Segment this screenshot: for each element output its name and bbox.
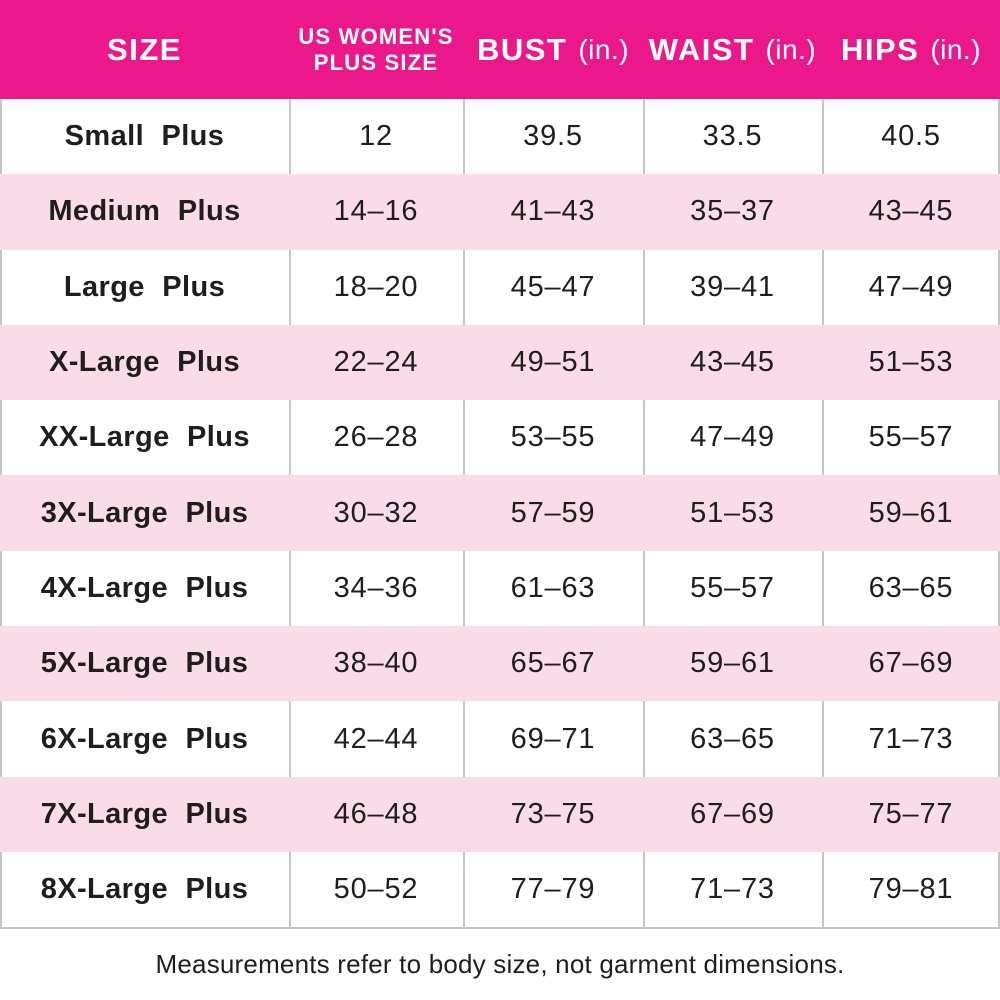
size-cell: 7X-Large Plus: [40, 797, 249, 830]
waist-cell: 33.5: [643, 99, 822, 174]
header-size: SIZE: [0, 32, 289, 68]
waist-cell: 47–49: [643, 400, 822, 475]
header-waist-unit: (in.): [765, 33, 817, 65]
waist-cell: 67–69: [690, 797, 775, 830]
bust-cell: 45–47: [463, 250, 643, 325]
header-hips-unit: (in.): [930, 33, 982, 65]
plus-size-cell: 26–28: [289, 400, 463, 475]
size-cell: 3X-Large Plus: [40, 496, 249, 529]
hips-cell: 55–57: [822, 400, 1000, 475]
plus-size-cell: 42–44: [289, 701, 463, 776]
waist-cell: 39–41: [643, 250, 822, 325]
hips-cell: 51–53: [868, 346, 954, 379]
hips-cell: 67–69: [868, 647, 954, 680]
header-plus-line1: US WOMEN'S: [298, 23, 454, 49]
plus-size-cell: 50–52: [289, 852, 463, 927]
size-cell: Medium Plus: [48, 195, 241, 228]
size-cell: Small Plus: [0, 99, 289, 174]
bust-cell: 61–63: [463, 551, 643, 626]
bust-cell: 41–43: [510, 195, 596, 228]
waist-cell: 51–53: [690, 496, 775, 529]
header-bust-unit: (in.): [578, 33, 630, 65]
hips-cell: 43–45: [868, 195, 954, 228]
header-size-label: SIZE: [107, 31, 182, 67]
plus-size-cell: 38–40: [333, 647, 419, 680]
hips-cell: 71–73: [822, 701, 1000, 776]
table-row: 6X-Large Plus 42–44 69–71 63–65 71–73: [0, 701, 1000, 776]
header-us-womens-plus-size: US WOMEN'S PLUS SIZE: [289, 24, 463, 76]
hips-cell: 75–77: [868, 797, 954, 830]
bust-cell: 69–71: [463, 701, 643, 776]
plus-size-cell: 30–32: [333, 496, 419, 529]
plus-size-cell: 46–48: [333, 797, 419, 830]
plus-size-cell: 34–36: [289, 551, 463, 626]
size-cell: 5X-Large Plus: [40, 647, 249, 680]
table-row: XX-Large Plus 26–28 53–55 47–49 55–57: [0, 400, 1000, 475]
plus-size-cell: 14–16: [333, 195, 419, 228]
footnote-area: Measurements refer to body size, not gar…: [0, 929, 1000, 1000]
header-bust-label: BUST: [476, 31, 568, 67]
size-cell: X-Large Plus: [48, 346, 241, 379]
table-row: 4X-Large Plus 34–36 61–63 55–57 63–65: [0, 551, 1000, 626]
bust-cell: 73–75: [510, 797, 596, 830]
size-cell: 8X-Large Plus: [0, 852, 289, 927]
bust-cell: 53–55: [463, 400, 643, 475]
plus-size-cell: 12: [289, 99, 463, 174]
bust-cell: 65–67: [510, 647, 596, 680]
waist-cell: 59–61: [690, 647, 775, 680]
size-cell: 4X-Large Plus: [0, 551, 289, 626]
waist-cell: 63–65: [643, 701, 822, 776]
plus-size-cell: 18–20: [289, 250, 463, 325]
table-row: Small Plus 12 39.5 33.5 40.5: [0, 99, 1000, 174]
size-cell: Large Plus: [0, 250, 289, 325]
waist-cell: 71–73: [643, 852, 822, 927]
hips-cell: 40.5: [822, 99, 1000, 174]
hips-cell: 63–65: [822, 551, 1000, 626]
waist-cell: 35–37: [690, 195, 775, 228]
header-hips: HIPS (in.): [822, 32, 1000, 68]
bust-cell: 49–51: [510, 346, 596, 379]
hips-cell: 47–49: [822, 250, 1000, 325]
table-row: 3X-Large Plus 30–32 57–59 51–53 59–61: [0, 475, 1000, 551]
size-cell: 6X-Large Plus: [0, 701, 289, 776]
table-header-row: SIZE US WOMEN'S PLUS SIZE BUST (in.) WAI…: [0, 0, 1000, 99]
bust-cell: 39.5: [463, 99, 643, 174]
table-row: Large Plus 18–20 45–47 39–41 47–49: [0, 250, 1000, 325]
header-plus-line2: PLUS SIZE: [313, 49, 439, 75]
header-hips-label: HIPS: [840, 31, 920, 67]
header-bust: BUST (in.): [463, 32, 643, 68]
table-row: 5X-Large Plus 38–40 65–67 59–61 67–69: [0, 626, 1000, 702]
size-cell: XX-Large Plus: [0, 400, 289, 475]
waist-cell: 43–45: [690, 346, 775, 379]
table-row: Medium Plus 14–16 41–43 35–37 43–45: [0, 174, 1000, 250]
header-waist-label: WAIST: [648, 31, 755, 67]
header-waist: WAIST (in.): [643, 32, 822, 68]
bust-cell: 77–79: [463, 852, 643, 927]
table-row: 8X-Large Plus 50–52 77–79 71–73 79–81: [0, 852, 1000, 927]
measurement-note: Measurements refer to body size, not gar…: [155, 949, 845, 980]
table-body: Small Plus 12 39.5 33.5 40.5 Medium Plus…: [0, 99, 1000, 930]
table-row: 7X-Large Plus 46–48 73–75 67–69 75–77: [0, 776, 1000, 852]
table-row: X-Large Plus 22–24 49–51 43–45 51–53: [0, 324, 1000, 401]
plus-size-cell: 22–24: [333, 346, 419, 379]
waist-cell: 55–57: [643, 551, 822, 626]
hips-cell: 59–61: [868, 496, 954, 529]
bust-cell: 57–59: [510, 496, 596, 529]
hips-cell: 79–81: [822, 852, 1000, 927]
